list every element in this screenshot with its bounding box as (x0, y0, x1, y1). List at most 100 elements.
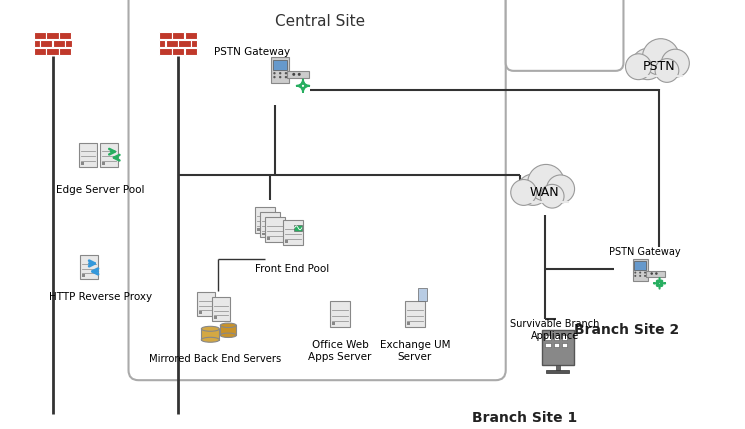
Bar (634, 261, 647, 270)
Circle shape (285, 72, 287, 74)
Text: Branch Site 1: Branch Site 1 (472, 411, 577, 425)
Ellipse shape (201, 337, 219, 342)
Circle shape (639, 272, 641, 274)
Circle shape (292, 73, 295, 76)
Circle shape (279, 76, 282, 79)
Bar (82, 275, 85, 278)
Bar (185, 48, 197, 55)
Bar (407, 322, 410, 325)
Bar (545, 343, 551, 347)
Text: PSTN: PSTN (643, 60, 676, 73)
Bar (80, 162, 84, 165)
Bar (554, 335, 559, 340)
Bar (554, 343, 559, 347)
Bar (34, 48, 46, 55)
Circle shape (298, 73, 301, 76)
Bar (265, 217, 285, 242)
Text: Mirrored Back End Servers: Mirrored Back End Servers (149, 354, 282, 364)
Ellipse shape (201, 326, 219, 331)
Bar (633, 259, 648, 281)
Bar (562, 343, 567, 347)
Bar (562, 335, 567, 340)
Circle shape (655, 59, 679, 82)
Bar (34, 40, 39, 47)
Text: HTTP Reverse Proxy: HTTP Reverse Proxy (49, 293, 152, 302)
Bar (294, 225, 302, 231)
Bar (46, 48, 59, 55)
Ellipse shape (221, 323, 236, 327)
Circle shape (547, 175, 574, 203)
Bar (405, 301, 425, 327)
Bar (201, 329, 219, 340)
Circle shape (273, 76, 276, 79)
Bar (283, 220, 303, 245)
Bar (59, 48, 71, 55)
Circle shape (634, 275, 636, 277)
Bar (257, 227, 260, 230)
Bar (159, 32, 171, 39)
Circle shape (540, 184, 564, 208)
Ellipse shape (221, 333, 236, 338)
Bar (332, 322, 335, 325)
Text: Office Web
Apps Server: Office Web Apps Server (308, 340, 372, 362)
Bar (330, 301, 350, 327)
Bar (200, 311, 203, 314)
Bar (542, 330, 574, 365)
Bar (636, 64, 682, 77)
Circle shape (632, 48, 663, 80)
Circle shape (644, 275, 646, 277)
Circle shape (644, 272, 646, 274)
Bar (256, 206, 275, 233)
Bar (102, 162, 105, 165)
Bar (212, 297, 230, 321)
Circle shape (634, 272, 636, 274)
Circle shape (511, 179, 536, 205)
Bar (46, 32, 59, 39)
Bar (646, 271, 665, 277)
Bar (522, 190, 568, 202)
Circle shape (655, 272, 658, 275)
Text: Front End Pool: Front End Pool (255, 264, 329, 275)
Bar (271, 57, 289, 83)
Text: Central Site: Central Site (275, 15, 365, 30)
Bar (215, 316, 218, 319)
Bar (66, 40, 72, 47)
Bar (191, 40, 197, 47)
Bar (159, 48, 171, 55)
Text: Survivable Branch
Appliance: Survivable Branch Appliance (510, 319, 599, 341)
FancyBboxPatch shape (506, 0, 624, 71)
Bar (262, 233, 265, 236)
Bar (418, 288, 427, 301)
Bar (101, 143, 118, 166)
Bar (287, 71, 309, 78)
Circle shape (662, 49, 689, 77)
Text: PSTN Gateway: PSTN Gateway (609, 248, 680, 257)
Bar (197, 293, 215, 316)
Bar (273, 60, 288, 70)
Bar (221, 325, 236, 335)
Circle shape (273, 72, 276, 74)
Bar (172, 32, 184, 39)
FancyBboxPatch shape (129, 0, 506, 380)
Circle shape (517, 174, 548, 205)
Bar (285, 241, 288, 244)
Bar (178, 40, 191, 47)
Circle shape (642, 39, 679, 76)
Circle shape (527, 164, 564, 201)
Bar (40, 40, 52, 47)
Bar (34, 32, 46, 39)
Circle shape (650, 272, 653, 275)
Circle shape (639, 275, 641, 277)
Text: WAN: WAN (530, 186, 559, 199)
Bar (172, 48, 184, 55)
Bar (260, 211, 280, 238)
Bar (59, 32, 71, 39)
Bar (159, 40, 165, 47)
Bar (185, 32, 197, 39)
Text: Exchange UM
Server: Exchange UM Server (380, 340, 450, 362)
Text: Edge Server Pool: Edge Server Pool (57, 184, 145, 195)
Text: Branch Site 2: Branch Site 2 (574, 323, 679, 337)
Bar (53, 40, 65, 47)
Bar (267, 238, 270, 241)
Circle shape (279, 72, 282, 74)
